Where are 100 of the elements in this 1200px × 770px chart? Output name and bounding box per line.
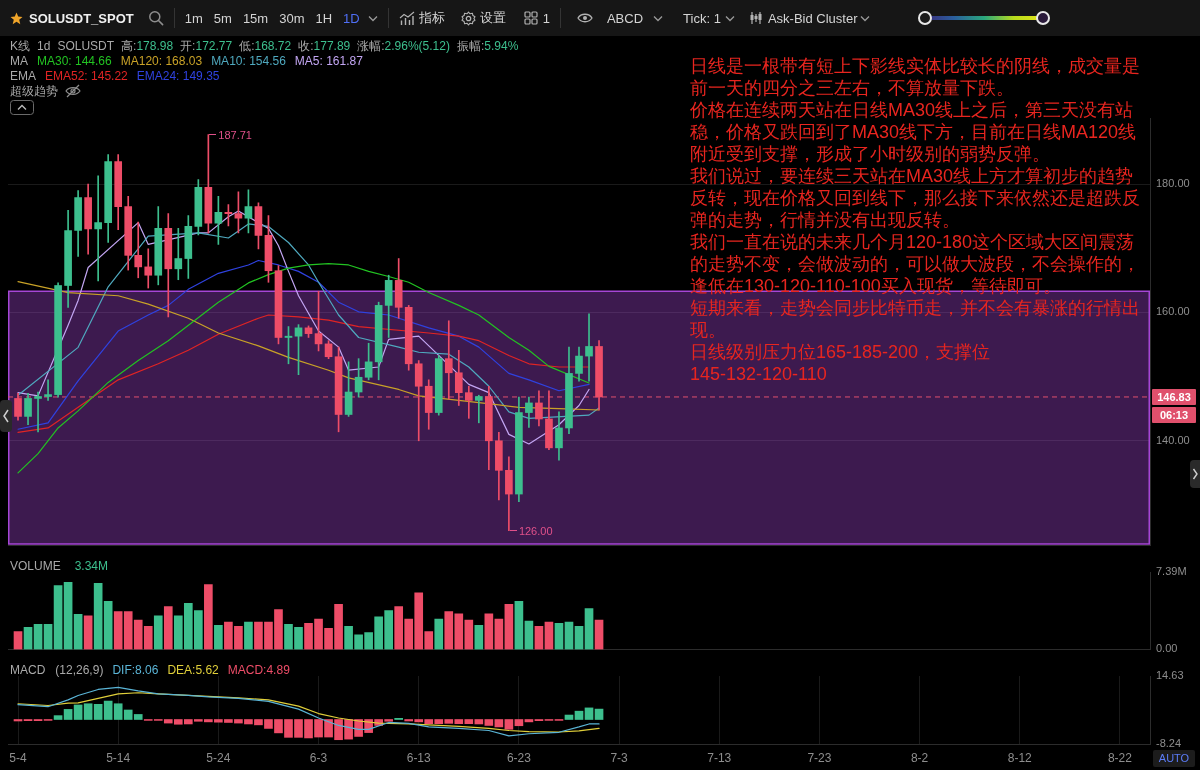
bar: [83, 703, 93, 720]
bar: [244, 621, 253, 650]
candlestick: [34, 391, 42, 433]
text: MA5: 161.87: [294, 54, 363, 68]
annotation: 我们一直在说的未来几个月120-180这个区域大区间震荡的走势不变，会做波动的，可以做大波段，不会操作的，逢低在130-120-110-100买入现货，等待即可。: [690, 231, 1141, 297]
bar: [434, 618, 444, 650]
bar: [584, 608, 594, 650]
bar: [594, 619, 604, 650]
text: 30m: [279, 10, 305, 26]
bar: [594, 708, 604, 720]
text: 1H: [315, 10, 333, 26]
y-tick-label: 180.00: [1156, 177, 1190, 190]
bar: [103, 600, 113, 650]
text: 设置: [479, 9, 506, 27]
text: MA: [10, 54, 28, 68]
bar: [73, 704, 83, 720]
text: EMA52: 145.22: [45, 69, 128, 83]
text: EMA: [10, 69, 37, 83]
annotation: 3.34M: [74, 559, 109, 573]
bar: [504, 604, 514, 650]
bar: [484, 719, 494, 726]
x-tick-label: 7-13: [707, 750, 732, 765]
text: MA30: 144.66: [37, 54, 112, 68]
bar: [63, 709, 73, 720]
bar: [93, 583, 103, 650]
x-tick-label: 8-2: [910, 750, 929, 765]
annotation: 价格在连续两天站在日线MA30线上之后，第三天没有站稳，价格又跌回到了MA30线下方，目前在日线MA120线附近受到支撑，形成了小时级别的弱势反弹。: [690, 99, 1138, 165]
bar: [204, 584, 213, 650]
bar: [93, 704, 103, 720]
text: AUTO: [1153, 750, 1195, 767]
y-tick-label: 0.00: [1156, 642, 1178, 655]
candlestick: [44, 379, 52, 401]
y-tick-label: 14.63: [1156, 669, 1184, 682]
text: 06:13: [1152, 406, 1196, 423]
x-tick-label: 7-23: [807, 750, 832, 765]
bar: [504, 719, 514, 730]
text: ABCD: [606, 10, 644, 26]
annotation: 日线级别压力位165-185-200，支撑位: [690, 341, 992, 363]
bar: [63, 582, 73, 650]
bar: [53, 585, 63, 650]
annotation: 126.00: [518, 524, 553, 537]
bar: [554, 622, 564, 650]
y-tick-label: 160.00: [1156, 305, 1190, 318]
bar: [564, 621, 574, 650]
series-label: DIF:8.06: [112, 663, 159, 677]
x-tick-label: 5-14: [106, 750, 131, 765]
bar: [153, 615, 163, 650]
bar: [524, 620, 534, 650]
bar: [73, 614, 83, 650]
bar: [534, 626, 544, 650]
y-tick-label: 7.39M: [1156, 565, 1187, 578]
y-tick-label: -8.24: [1156, 737, 1182, 750]
annotation: (12,26,9): [55, 663, 104, 677]
bar: [484, 613, 494, 650]
x-tick-label: 5-24: [206, 750, 231, 765]
x-tick-label: 6-23: [506, 750, 532, 765]
annotation: MACD: [10, 663, 46, 677]
text: MA10: 154.56: [211, 54, 286, 68]
bar: [43, 623, 53, 650]
text: MA120: 168.03: [120, 54, 203, 68]
text: EMA24: 149.35: [136, 69, 220, 83]
bar: [514, 600, 524, 650]
x-tick-label: 6-3: [309, 750, 328, 765]
text: 1D: [343, 10, 360, 26]
annotation: 145-132-120-110: [690, 363, 828, 385]
bar: [214, 624, 223, 650]
text: K线 1d SOLUSDT 高:178.98 开:172.77 低:168.72 收:177.89 涨幅:2.96%(5.12) 振幅:5.94%: [10, 39, 519, 53]
bar: [23, 627, 33, 650]
bar: [83, 615, 93, 650]
bar: [53, 715, 63, 720]
text: 1m: [184, 10, 203, 26]
annotation: 我们说过，要连续三天站在MA30线上方才算初步的趋势反转，现在价格又回到线下，那么接下来依然还是超跌反弹的走势，行情并没有出现反转。: [690, 165, 1141, 231]
bar: [33, 623, 43, 650]
ref-line-label: 146.83: [1152, 388, 1196, 405]
text: Tick: 1: [683, 10, 721, 26]
x-tick-label: 7-3: [610, 750, 629, 765]
bar: [524, 719, 534, 723]
bar: [574, 710, 584, 720]
annotation: 187.71: [218, 128, 252, 141]
bar: [574, 626, 584, 650]
text: 指标: [418, 9, 445, 27]
bar: [474, 624, 484, 650]
bar: [494, 719, 504, 728]
annotation: 短期来看，走势会同步比特币走，并不会有暴涨的行情出现。: [690, 297, 1141, 341]
text: Ask-Bid Cluster: [767, 10, 858, 26]
bar: [13, 631, 23, 650]
x-tick-label: 8-22: [1107, 750, 1133, 765]
bar: [163, 606, 173, 650]
text: 超级趋势: [10, 84, 58, 98]
text: 5m: [213, 10, 232, 26]
text: MACD:4.89: [227, 663, 290, 677]
series-label: DEA:5.62: [167, 663, 219, 677]
bar: [494, 618, 504, 650]
text: 日线是一根带有短上下影线实体比较长的阴线，成交量是前一天的四分之三左右，不算放量下跌。: [690, 55, 1141, 99]
y-tick-label: 140.00: [1156, 433, 1190, 446]
annotation: VOLUME: [10, 559, 61, 573]
x-tick-label: 8-12: [1007, 750, 1033, 765]
text: SOLUSDT_SPOT: [29, 10, 134, 26]
bar: [564, 714, 574, 720]
x-tick-label: 6-13: [406, 750, 432, 765]
